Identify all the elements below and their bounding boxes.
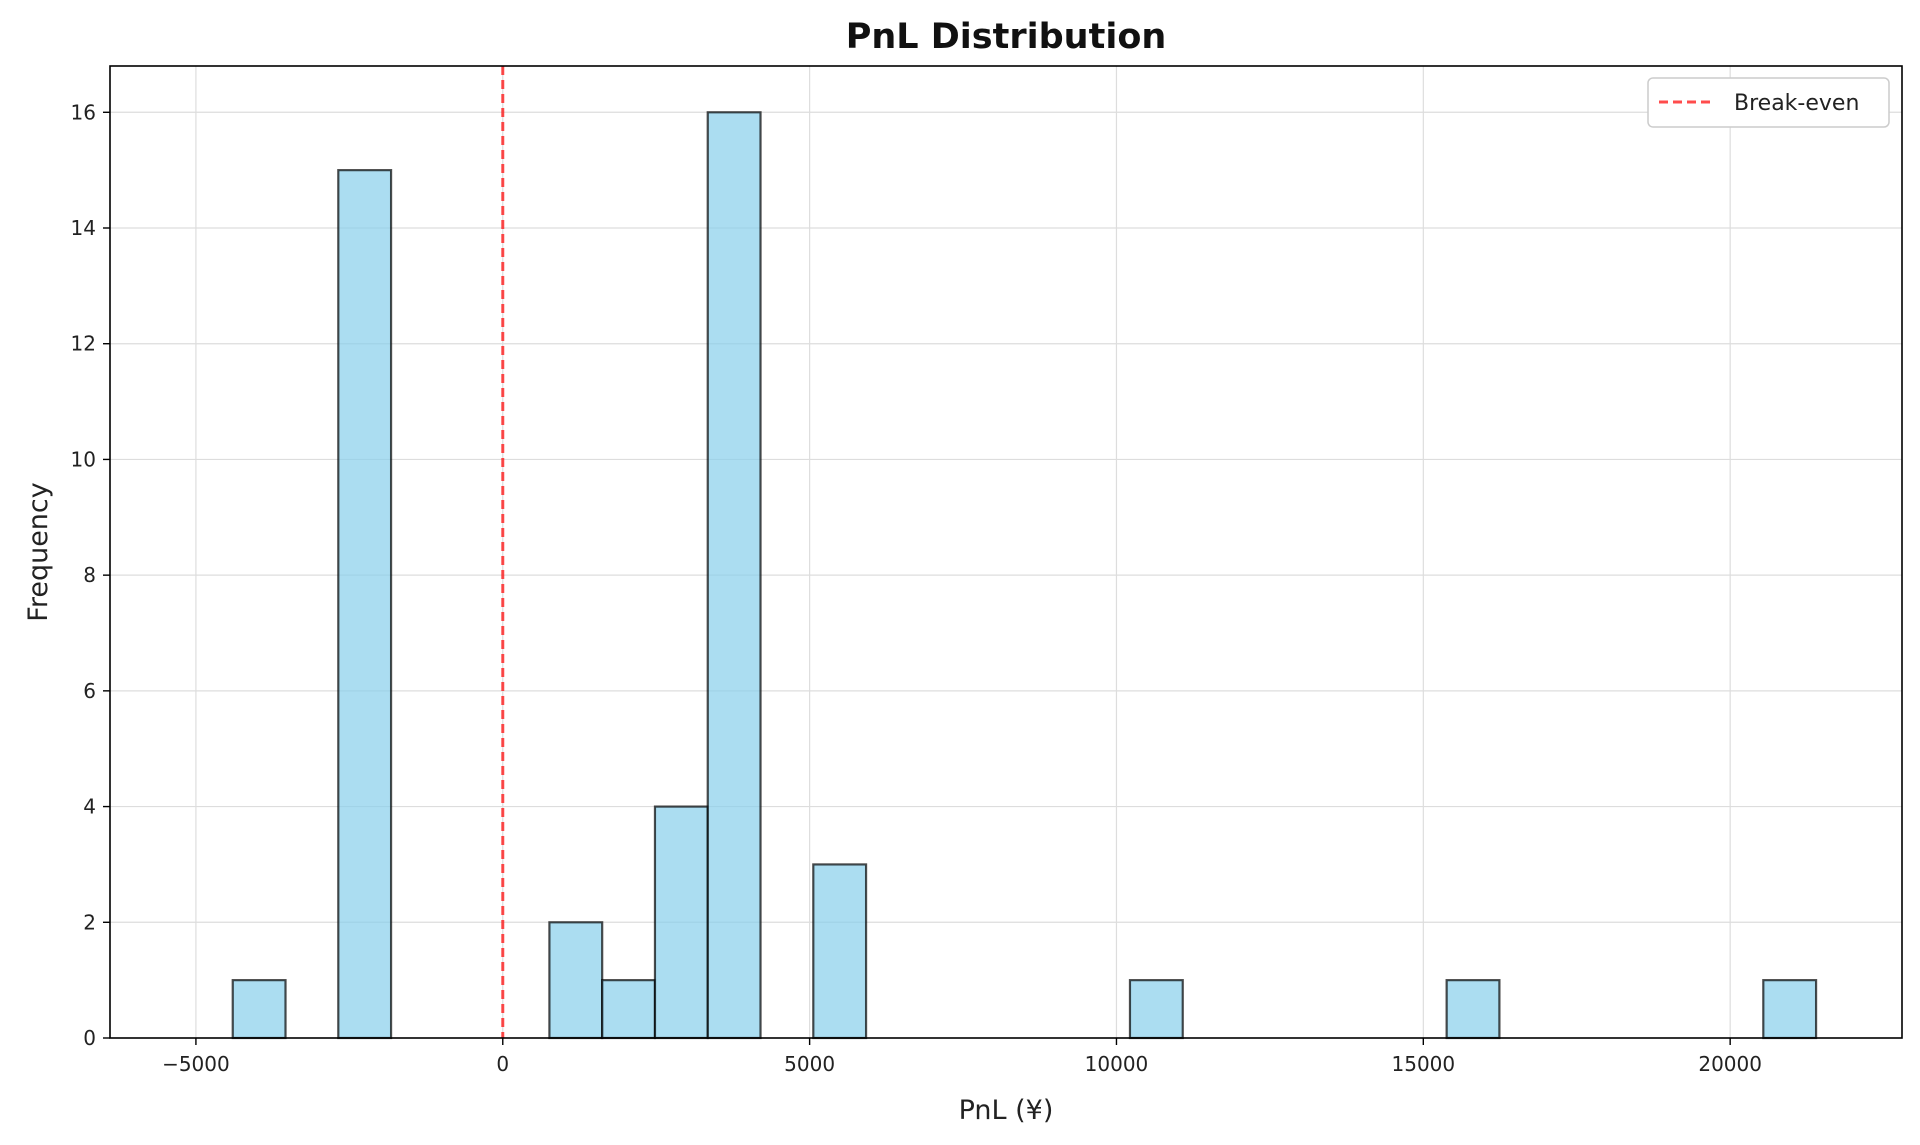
- histogram-bars: [231, 111, 1818, 1040]
- x-axis-label: PnL (¥): [959, 1095, 1054, 1126]
- y-tick-label-8: 16: [71, 100, 96, 124]
- y-axis-ticks: 0 2 4 6 8 10 12 14 16: [71, 100, 110, 1050]
- y-tick-label-3: 6: [83, 679, 96, 703]
- x-tick-label-0: −5000: [162, 1052, 230, 1076]
- chart-title: PnL Distribution: [846, 17, 1167, 57]
- x-axis-ticks: −5000 0 5000 10000 15000 20000: [162, 1038, 1762, 1076]
- y-tick-label-5: 10: [71, 447, 96, 471]
- histogram-bar-0: [231, 979, 287, 1040]
- histogram-bar-1: [337, 169, 393, 1040]
- x-tick-label-1: 0: [496, 1052, 509, 1076]
- y-tick-label-1: 2: [83, 910, 96, 934]
- x-tick-label-5: 20000: [1698, 1052, 1762, 1076]
- legend: Break-even: [1647, 77, 1890, 128]
- y-tick-label-7: 14: [71, 216, 96, 240]
- histogram-bar-8: [1445, 979, 1501, 1040]
- histogram-bar-7: [1128, 979, 1184, 1040]
- y-tick-label-2: 4: [83, 795, 96, 819]
- histogram-bar-2: [548, 921, 604, 1040]
- legend-box: [1647, 77, 1890, 128]
- x-tick-label-3: 10000: [1085, 1052, 1149, 1076]
- y-tick-label-4: 8: [83, 563, 96, 587]
- histogram-bar-6: [812, 863, 868, 1040]
- legend-break-even-label: Break-even: [1734, 91, 1859, 116]
- histogram-bar-4: [653, 805, 709, 1040]
- plot-frame: [109, 65, 1903, 1039]
- x-tick-label-4: 15000: [1392, 1052, 1456, 1076]
- grid-lines: [110, 66, 1902, 1039]
- y-axis-label: Frequency: [23, 482, 54, 622]
- histogram-bar-3: [601, 979, 657, 1040]
- histogram-bar-9: [1762, 979, 1818, 1040]
- y-tick-label-0: 0: [83, 1026, 96, 1050]
- x-tick-label-2: 5000: [784, 1052, 835, 1076]
- histogram-bar-5: [706, 111, 762, 1040]
- y-tick-label-6: 12: [71, 332, 96, 356]
